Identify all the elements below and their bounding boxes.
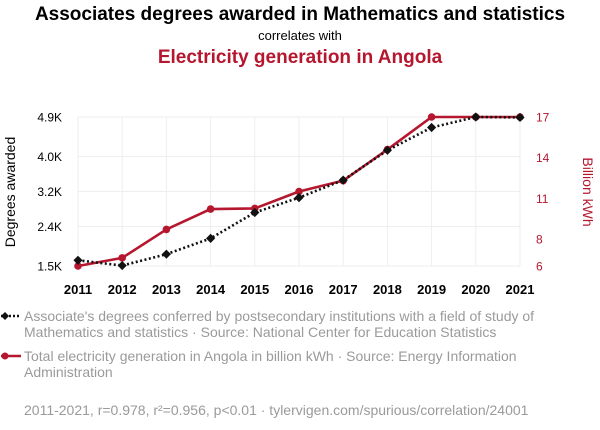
y-left-axis-label: Degrees awarded: [2, 137, 18, 248]
legend-swatch-electricity: [1, 352, 21, 360]
y-right-tick-label: 17: [536, 111, 550, 125]
x-tick-label: 2019: [417, 282, 446, 297]
y-right-tick-label: 8: [536, 232, 543, 246]
y-left-tick-label: 3.2K: [37, 185, 62, 199]
y-right-axis-label: Billion kWh: [580, 157, 596, 226]
series-electricity-point-5: [295, 187, 303, 196]
y-right-tick-label: 14: [536, 151, 550, 165]
legend-text-degrees: Associate's degrees conferred by postsec…: [24, 308, 535, 340]
y-left-tick-label: 4.9K: [37, 111, 62, 125]
series-degrees-point-2: [161, 249, 171, 259]
x-tick-label: 2012: [108, 282, 137, 297]
series-degrees-point-7: [382, 145, 392, 155]
chart-title-2: Electricity generation in Angola: [157, 47, 443, 68]
y-right-tick-label: 11: [536, 192, 549, 206]
chart-title: Associates degrees awarded in Mathematic…: [34, 4, 566, 25]
x-tick-label: 2014: [196, 282, 226, 297]
series-degrees-point-1: [117, 260, 127, 271]
title-block: Associates degrees awarded in Mathematic…: [0, 4, 600, 70]
x-tick-label: 2011: [64, 282, 92, 297]
x-tick-label: 2013: [152, 282, 181, 297]
y-left-tick-label: 2.4K: [37, 220, 62, 234]
y-right-tick-label: 6: [536, 260, 543, 274]
series-degrees-point-8: [427, 122, 437, 133]
x-tick-label: 2021: [506, 282, 535, 297]
series-degrees-point-0: [73, 255, 83, 265]
x-tick-label: 2016: [285, 282, 314, 297]
y-left-tick-label: 4.0K: [37, 150, 62, 164]
series-electricity-point-2: [162, 225, 171, 234]
series-degrees-point-3: [206, 233, 216, 243]
series-degrees-point-9: [471, 112, 481, 122]
series-electricity-point-8: [427, 113, 436, 121]
legend: Associate's degrees conferred by postsec…: [0, 308, 600, 380]
x-tick-label: 2017: [329, 282, 358, 297]
x-tick-label: 2020: [461, 282, 490, 297]
series-degrees-point-4: [250, 207, 260, 218]
correlates-label: correlates with: [258, 28, 342, 43]
series-electricity-point-3: [206, 205, 215, 213]
x-tick-label: 2015: [240, 282, 269, 297]
legend-swatch-degrees: [1, 312, 21, 320]
legend-item-electricity: Total electricity generation in Angola i…: [0, 348, 600, 380]
series-degrees-point-6: [338, 175, 348, 185]
series-degrees-point-10: [515, 112, 525, 123]
y-left-tick-label: 1.5K: [37, 260, 62, 274]
series-electricity-point-0: [74, 262, 82, 270]
series-electricity-point-1: [118, 254, 126, 262]
footer: 2011-2021, r=0.978, r²=0.956, p<0.01 · t…: [24, 402, 529, 418]
legend-item-degrees: Associate's degrees conferred by postsec…: [0, 308, 600, 340]
legend-text-electricity: Total electricity generation in Angola i…: [24, 348, 517, 380]
series-degrees-point-5: [294, 193, 304, 203]
x-tick-label: 2018: [373, 282, 402, 297]
